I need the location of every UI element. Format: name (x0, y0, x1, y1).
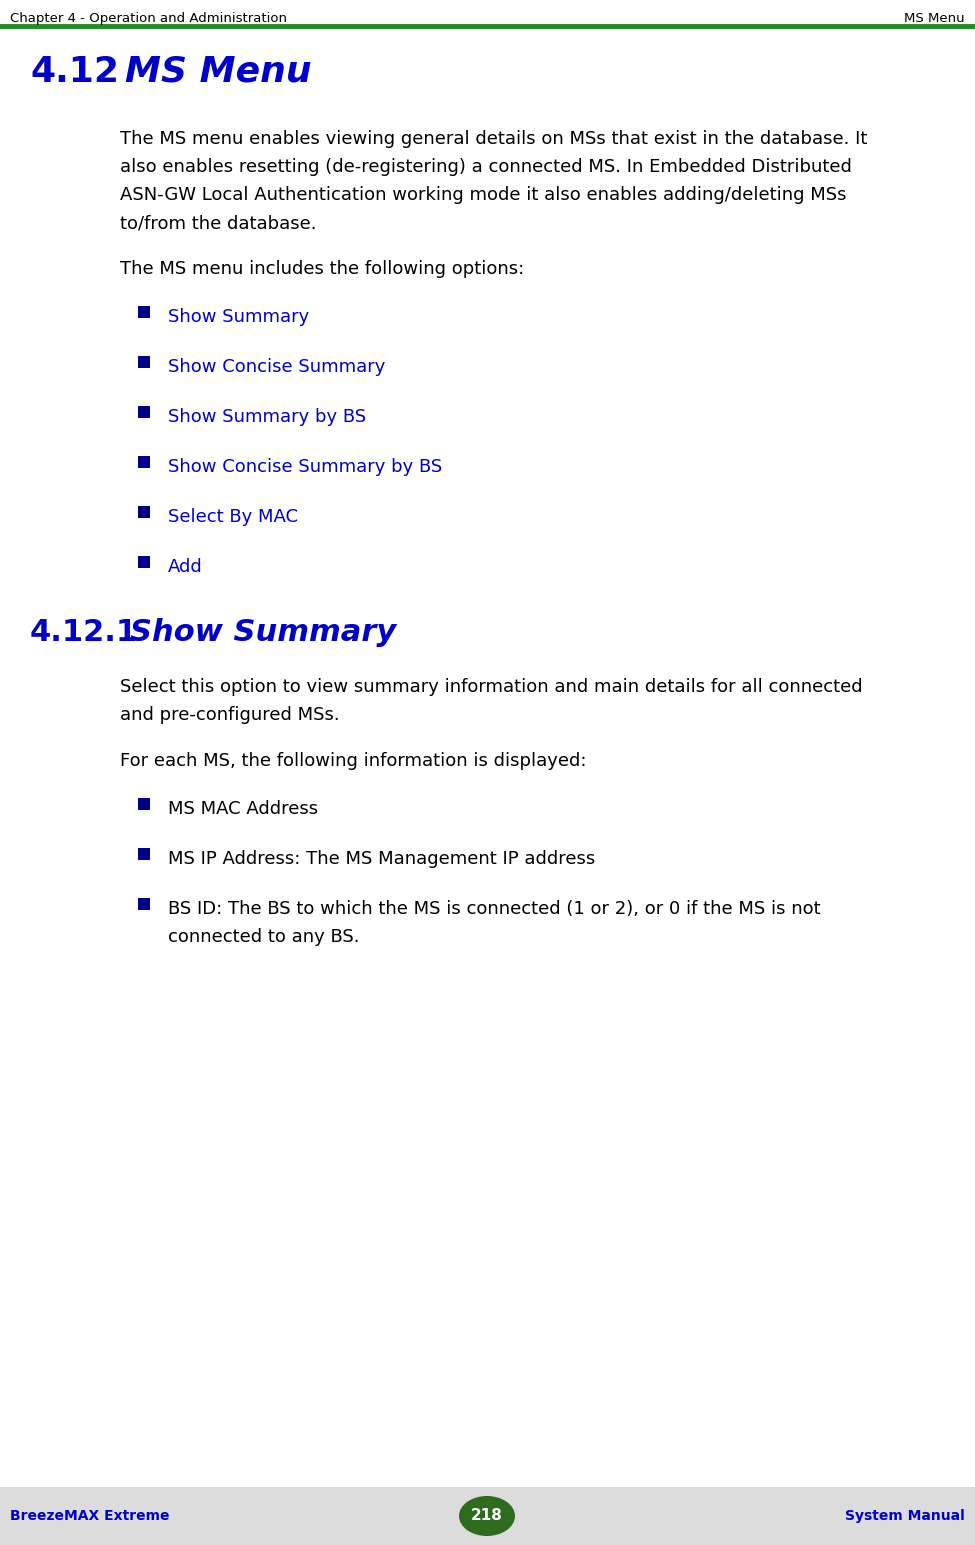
Text: also enables resetting (de-registering) a connected MS. In Embedded Distributed: also enables resetting (de-registering) … (120, 158, 852, 176)
Text: System Manual: System Manual (845, 1509, 965, 1523)
Text: For each MS, the following information is displayed:: For each MS, the following information i… (120, 752, 587, 769)
Text: ASN-GW Local Authentication working mode it also enables adding/deleting MSs: ASN-GW Local Authentication working mode… (120, 185, 846, 204)
Bar (138, 355, 150, 368)
Bar (138, 456, 150, 468)
Text: MS Menu: MS Menu (125, 56, 312, 90)
Text: Select By MAC: Select By MAC (168, 508, 298, 525)
Text: 218: 218 (471, 1508, 503, 1523)
Bar (138, 799, 150, 810)
Text: Add: Add (168, 558, 203, 576)
Text: Show Concise Summary: Show Concise Summary (168, 358, 385, 375)
Text: MS IP Address: The MS Management IP address: MS IP Address: The MS Management IP addr… (168, 850, 596, 868)
Bar (138, 406, 150, 419)
Bar (0, 1486, 975, 1545)
Text: Show Summary by BS: Show Summary by BS (168, 408, 367, 426)
Text: to/from the database.: to/from the database. (120, 215, 317, 232)
Text: The MS menu includes the following options:: The MS menu includes the following optio… (120, 260, 525, 278)
Text: 4.12: 4.12 (30, 56, 119, 90)
Text: The MS menu enables viewing general details on MSs that exist in the database. I: The MS menu enables viewing general deta… (120, 130, 868, 148)
Text: Show Summary: Show Summary (130, 618, 396, 647)
Bar (138, 898, 150, 910)
Bar (138, 507, 150, 518)
Text: Select this option to view summary information and main details for all connecte: Select this option to view summary infor… (120, 678, 863, 695)
Text: BS ID: The BS to which the MS is connected (1 or 2), or 0 if the MS is not: BS ID: The BS to which the MS is connect… (168, 901, 821, 918)
Text: connected to any BS.: connected to any BS. (168, 929, 360, 946)
Text: Chapter 4 - Operation and Administration: Chapter 4 - Operation and Administration (10, 12, 287, 25)
Bar (138, 306, 150, 318)
Text: BreezeMAX Extreme: BreezeMAX Extreme (10, 1509, 170, 1523)
Text: 4.12.1: 4.12.1 (30, 618, 138, 647)
Text: MS Menu: MS Menu (905, 12, 965, 25)
Bar (138, 556, 150, 569)
Text: and pre-configured MSs.: and pre-configured MSs. (120, 706, 339, 725)
Text: MS MAC Address: MS MAC Address (168, 800, 318, 817)
Bar (138, 848, 150, 861)
Ellipse shape (459, 1496, 515, 1536)
Text: Show Summary: Show Summary (168, 307, 309, 326)
Text: Show Concise Summary by BS: Show Concise Summary by BS (168, 457, 443, 476)
